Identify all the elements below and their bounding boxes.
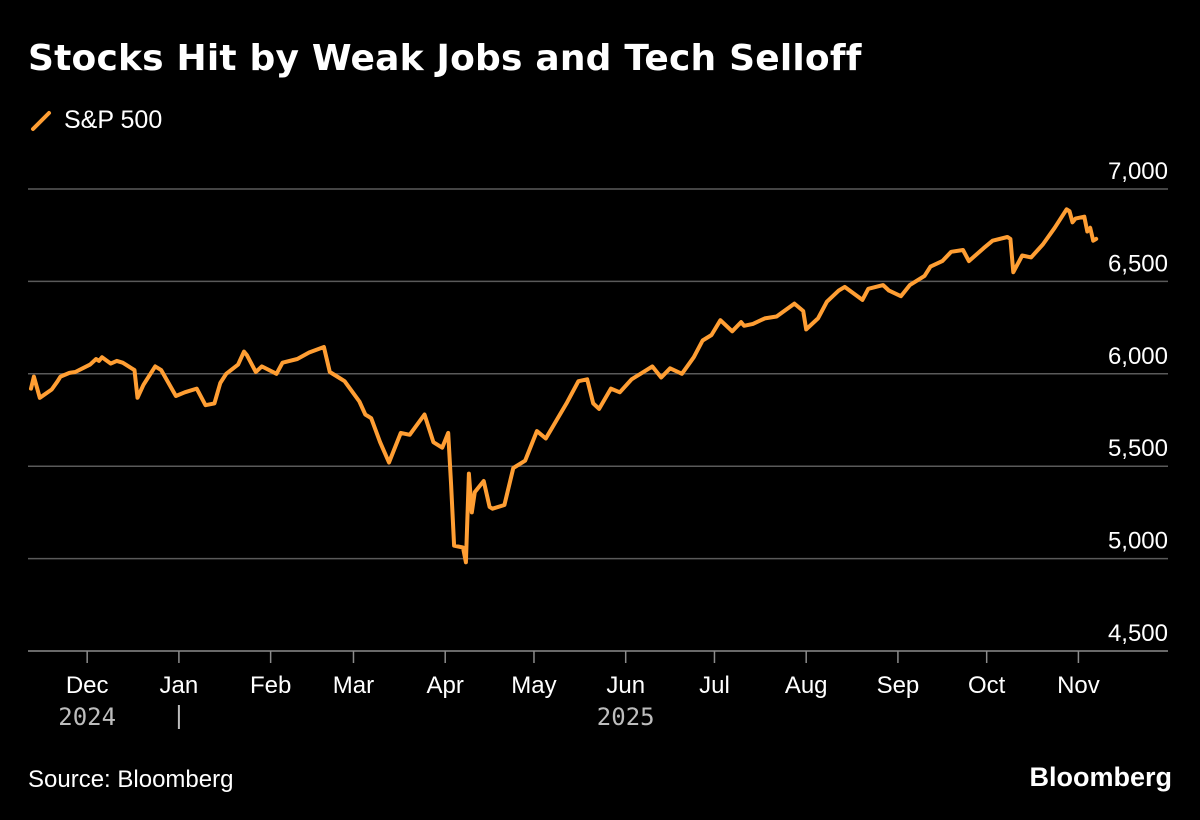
year-label: 2024 (58, 703, 116, 731)
bloomberg-logo: Bloomberg (1029, 762, 1172, 792)
x-tick-label: Mar (333, 672, 374, 699)
legend-swatch-icon (31, 110, 51, 131)
x-tick-label: Jan (160, 672, 199, 699)
chart-title: Stocks Hit by Weak Jobs and Tech Selloff (28, 38, 862, 79)
series-line-sp500 (29, 207, 1099, 565)
x-axis: Dec Jan Feb Mar Apr May Jun Jul Aug Sep Oct Nov 2024… (28, 650, 1168, 731)
y-tick-label: 6,500 (1108, 250, 1168, 277)
source-note: Source: Bloomberg (28, 766, 234, 793)
gridlines (28, 188, 1168, 560)
x-tick-label: Apr (427, 672, 464, 699)
x-tick-label: Sep (877, 672, 920, 699)
y-tick-label: 4,500 (1108, 620, 1168, 647)
x-tick-label: Feb (250, 672, 291, 699)
y-tick-label: 5,000 (1108, 528, 1168, 555)
year-label: 2025 (597, 703, 655, 731)
y-tick-label: 7,000 (1108, 158, 1168, 185)
y-tick-label: 5,500 (1108, 435, 1168, 462)
series-lines (29, 207, 1099, 565)
x-tick-label: Oct (968, 672, 1006, 699)
legend-label: S&P 500 (64, 106, 163, 134)
x-tick-label: Nov (1057, 672, 1100, 699)
x-tick-label: Jun (606, 672, 645, 699)
x-tick-label: May (511, 672, 556, 699)
x-tick-label: Jul (699, 672, 730, 699)
legend: S&P 500 (30, 106, 162, 135)
x-tick-label: Aug (785, 672, 828, 699)
x-tick-label: Dec (66, 672, 109, 699)
y-tick-label: 6,000 (1108, 343, 1168, 370)
y-axis-tick-labels: 7,000 6,500 6,000 5,500 5,000 4,500 (1108, 158, 1168, 647)
